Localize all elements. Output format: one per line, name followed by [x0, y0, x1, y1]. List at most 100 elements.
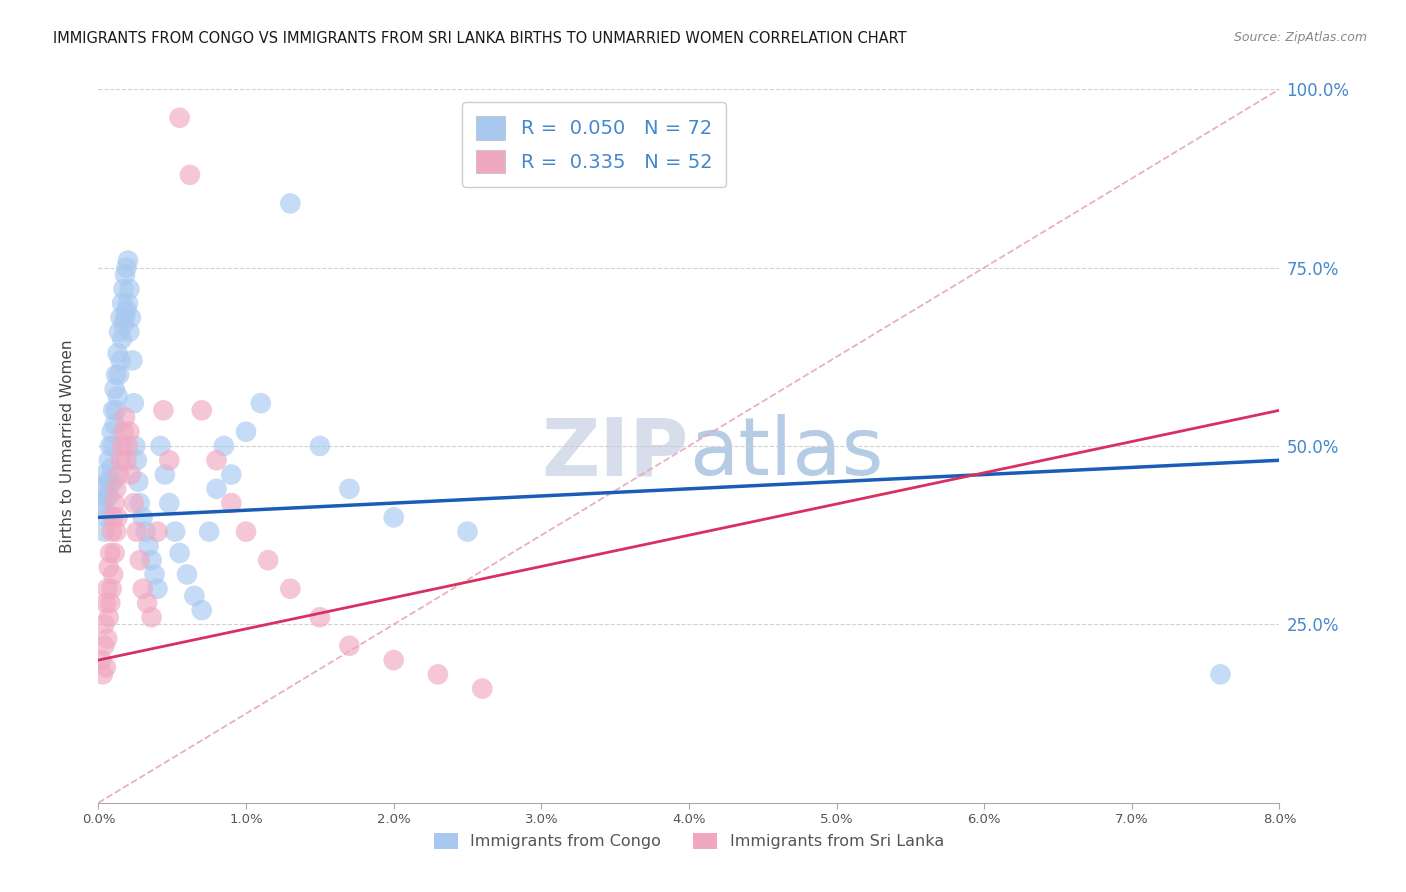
Point	[96, 632, 118, 646]
Point	[149, 439, 172, 453]
Point	[97, 453, 120, 467]
Point	[339, 639, 361, 653]
Point	[339, 482, 361, 496]
Point	[93, 467, 115, 482]
Text: IMMIGRANTS FROM CONGO VS IMMIGRANTS FROM SRI LANKA BIRTHS TO UNMARRIED WOMEN COR: IMMIGRANTS FROM CONGO VS IMMIGRANTS FROM…	[53, 31, 907, 46]
Point	[97, 610, 120, 624]
Point	[250, 396, 273, 410]
Point	[141, 553, 163, 567]
Point	[107, 389, 129, 403]
Point	[183, 589, 205, 603]
Point	[97, 489, 120, 503]
Point	[94, 489, 117, 503]
Point	[108, 467, 131, 482]
Point	[110, 453, 132, 467]
Point	[138, 539, 160, 553]
Point	[471, 681, 494, 696]
Point	[191, 603, 214, 617]
Text: ZIP: ZIP	[541, 414, 689, 492]
Point	[122, 396, 145, 410]
Point	[115, 260, 138, 275]
Point	[221, 496, 243, 510]
Point	[96, 475, 118, 489]
Point	[117, 253, 139, 268]
Point	[103, 510, 125, 524]
Point	[105, 403, 128, 417]
Point	[117, 296, 139, 310]
Point	[114, 268, 136, 282]
Point	[191, 403, 214, 417]
Point	[141, 610, 163, 624]
Point	[105, 482, 128, 496]
Point	[100, 582, 122, 596]
Point	[152, 403, 174, 417]
Point	[115, 453, 138, 467]
Point	[132, 510, 155, 524]
Point	[128, 553, 150, 567]
Text: atlas: atlas	[689, 414, 883, 492]
Point	[117, 439, 139, 453]
Point	[176, 567, 198, 582]
Legend: Immigrants from Congo, Immigrants from Sri Lanka: Immigrants from Congo, Immigrants from S…	[427, 826, 950, 855]
Point	[103, 439, 125, 453]
Point	[132, 582, 155, 596]
Y-axis label: Births to Unmarried Women: Births to Unmarried Women	[60, 339, 75, 553]
Point	[100, 425, 122, 439]
Point	[105, 368, 128, 382]
Point	[257, 553, 280, 567]
Point	[100, 524, 122, 539]
Point	[112, 282, 135, 296]
Point	[94, 596, 117, 610]
Point	[103, 403, 125, 417]
Point	[97, 560, 120, 574]
Point	[100, 460, 122, 475]
Point	[94, 503, 117, 517]
Point	[143, 567, 166, 582]
Point	[120, 467, 142, 482]
Point	[221, 467, 243, 482]
Point	[280, 582, 302, 596]
Point	[118, 325, 141, 339]
Point	[1209, 667, 1232, 681]
Point	[98, 546, 121, 560]
Point	[90, 653, 112, 667]
Point	[103, 475, 125, 489]
Point	[104, 546, 127, 560]
Point	[112, 425, 135, 439]
Point	[98, 596, 121, 610]
Point	[157, 453, 180, 467]
Point	[127, 475, 149, 489]
Point	[235, 524, 257, 539]
Point	[309, 610, 332, 624]
Point	[110, 310, 132, 325]
Point	[98, 439, 121, 453]
Point	[135, 524, 157, 539]
Point	[111, 296, 134, 310]
Point	[136, 596, 159, 610]
Point	[114, 310, 136, 325]
Point	[128, 496, 150, 510]
Point	[165, 524, 187, 539]
Point	[96, 582, 118, 596]
Point	[280, 196, 302, 211]
Point	[111, 332, 134, 346]
Point	[457, 524, 479, 539]
Point	[110, 353, 132, 368]
Point	[120, 310, 142, 325]
Point	[108, 325, 131, 339]
Point	[93, 617, 115, 632]
Point	[93, 639, 115, 653]
Point	[91, 482, 114, 496]
Point	[104, 382, 127, 396]
Point	[118, 282, 141, 296]
Point	[94, 660, 117, 674]
Point	[112, 318, 135, 332]
Point	[157, 496, 180, 510]
Point	[91, 667, 114, 681]
Point	[427, 667, 450, 681]
Point	[114, 410, 136, 425]
Point	[179, 168, 201, 182]
Point	[382, 510, 405, 524]
Point	[103, 567, 125, 582]
Point	[125, 524, 148, 539]
